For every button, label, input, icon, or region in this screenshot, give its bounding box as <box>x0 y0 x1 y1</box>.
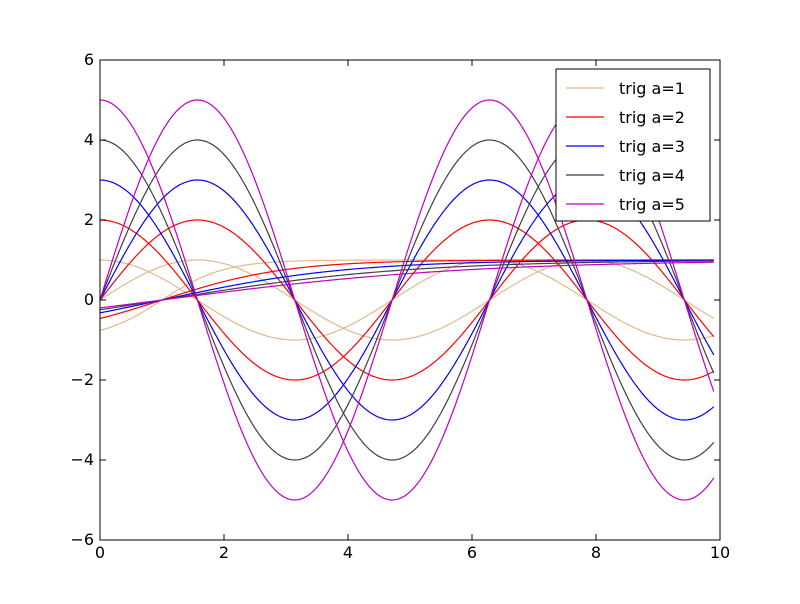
x-tick-label: 4 <box>343 543 353 562</box>
y-tick-label: 2 <box>84 210 94 229</box>
series-line <box>100 259 715 341</box>
legend-label: trig a=1 <box>619 79 685 98</box>
x-axis: 0 2 4 6 8 10 <box>95 60 730 562</box>
series-line <box>100 261 714 309</box>
legend: trig a=1 trig a=2 trig a=3 trig a=4 trig a=5 <box>555 68 711 222</box>
y-tick-label: −2 <box>70 370 94 389</box>
series-line <box>100 139 715 461</box>
x-tick-label: 2 <box>219 543 229 562</box>
series-line <box>100 259 714 341</box>
y-tick-label: −4 <box>70 450 94 469</box>
y-tick-label: −6 <box>70 530 94 549</box>
legend-label: trig a=4 <box>619 166 685 185</box>
x-tick-label: 6 <box>467 543 477 562</box>
series-line <box>100 99 715 501</box>
legend-label: trig a=3 <box>619 137 685 156</box>
y-tick-label: 4 <box>84 130 94 149</box>
legend-label: trig a=2 <box>619 108 685 127</box>
x-tick-label: 10 <box>710 543 730 562</box>
series-line <box>100 219 715 381</box>
x-tick-label: 8 <box>591 543 601 562</box>
y-axis: −6 −4 −2 0 2 4 6 <box>70 50 720 549</box>
x-tick-label: 0 <box>95 543 105 562</box>
series-line <box>100 219 715 381</box>
series-line <box>100 179 715 421</box>
legend-frame <box>555 68 711 222</box>
series-line <box>100 259 714 314</box>
y-tick-label: 0 <box>84 290 94 309</box>
y-tick-label: 6 <box>84 50 94 69</box>
legend-label: trig a=5 <box>619 195 685 214</box>
series-line <box>100 260 714 311</box>
